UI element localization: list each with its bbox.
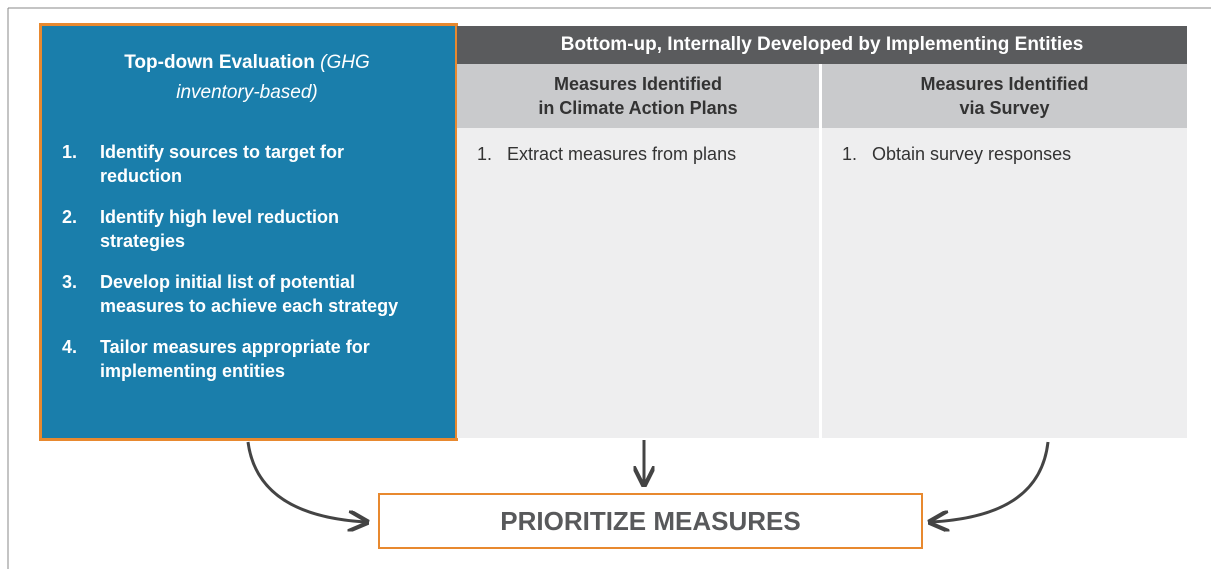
item-text: Identify sources to target for reduction xyxy=(100,142,345,186)
arrow-right xyxy=(932,441,1050,522)
list-item: 3. Develop initial list of potential meas… xyxy=(62,270,442,318)
column-heading: Measures Identified via Survey xyxy=(822,64,1187,128)
item-text: Identify high level reduction strategies xyxy=(100,207,340,251)
column-heading: Measures Identified in Climate Action Pla… xyxy=(457,64,819,128)
column-body: 1. Extract measures from plans xyxy=(457,128,819,438)
item-number: 1. xyxy=(842,144,858,164)
heading-line: via Survey xyxy=(959,98,1050,118)
heading-line: in Climate Action Plans xyxy=(538,98,738,118)
heading-line: Measures Identified xyxy=(553,74,723,94)
list-item: 2. Identify high level reduction strategi… xyxy=(62,205,442,253)
item-number: 2. xyxy=(62,207,78,227)
item-text: Develop initial list of potential measur… xyxy=(100,272,399,316)
heading-line: Measures Identified xyxy=(920,74,1089,94)
arrow-left xyxy=(246,441,365,522)
item-number: 4. xyxy=(62,337,78,357)
title-text: Top-down Evaluation xyxy=(124,52,315,73)
item-number: 1. xyxy=(62,142,78,162)
top-down-title: Top-down Evaluation (GHG inventory-based… xyxy=(82,48,412,108)
list-item: 1. Identify sources to target for reducti… xyxy=(62,140,442,188)
top-down-box: Top-down Evaluation (GHG inventory-based… xyxy=(39,23,458,441)
top-down-list: 1. Identify sources to target for reducti… xyxy=(62,140,442,400)
item-number: 3. xyxy=(62,272,78,292)
column-body: 1. Obtain survey responses xyxy=(822,128,1187,438)
item-text: Extract measures from plans xyxy=(507,144,737,164)
bottom-up-header: Bottom-up, Internally Developed by Imple… xyxy=(457,26,1187,64)
title-note: (GHG inventory-based) xyxy=(176,52,370,103)
item-text: Tailor measures appropriate for implemen… xyxy=(100,337,370,381)
item-text: Obtain survey responses xyxy=(872,144,1072,164)
item-number: 1. xyxy=(477,144,493,164)
list-item: 4. Tailor measures appropriate for implem… xyxy=(62,335,442,383)
result-box: PRIORITIZE MEASURES xyxy=(378,493,923,549)
